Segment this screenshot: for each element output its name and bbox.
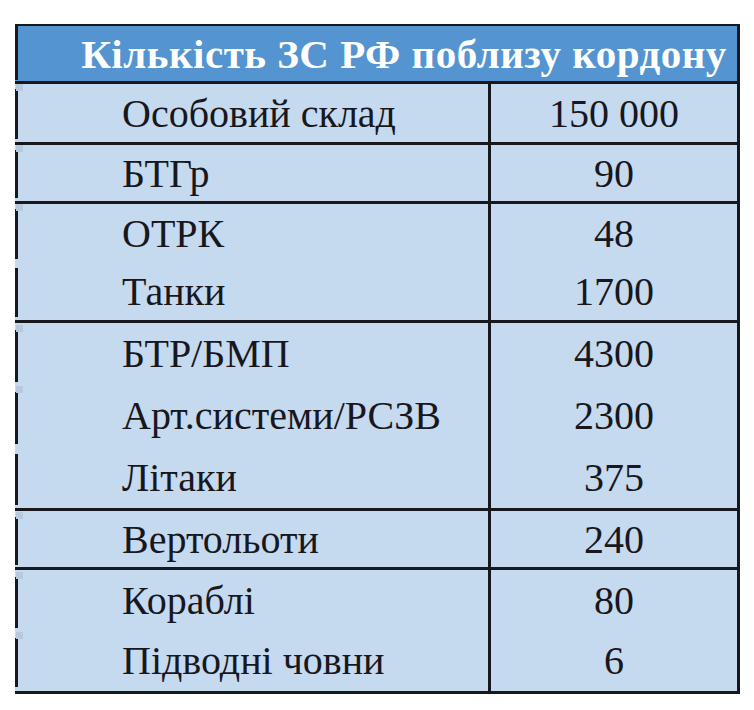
- row-value: 2300: [491, 385, 737, 447]
- value-column: 48 1700: [488, 204, 737, 320]
- row-label: Літаки: [15, 446, 488, 508]
- value-column: 4300 2300 375: [488, 323, 737, 508]
- table-title: Кількість ЗС РФ поблизу кордону: [81, 30, 727, 78]
- left-border-segment: [15, 517, 18, 565]
- row-value: 150 000: [491, 84, 737, 142]
- value-column: 240: [488, 511, 737, 567]
- left-border-segment: [15, 577, 18, 628]
- row-label: Підводні човни: [15, 631, 488, 692]
- left-border-segment: [15, 454, 18, 505]
- row-value: 48: [491, 204, 737, 262]
- row-value: 240: [491, 511, 737, 567]
- label-column: БТР/БМП Арт.системи/РСЗВ Літаки: [15, 323, 488, 508]
- table-title-row: Кількість ЗС РФ поблизу кордону: [15, 26, 737, 84]
- scan-artifact: [16, 512, 23, 519]
- label-column: Особовий склад: [15, 84, 488, 142]
- label-column: БТГр: [15, 145, 488, 201]
- left-border-segment: [15, 89, 18, 139]
- scan-artifact: [16, 84, 23, 91]
- value-column: 150 000: [488, 84, 737, 142]
- left-border-segment: [15, 330, 18, 382]
- table-group: Вертольоти 240: [15, 511, 737, 570]
- scan-artifact: [16, 572, 23, 579]
- scan-artifact: [16, 325, 23, 332]
- table-group: БТГр 90: [15, 145, 737, 204]
- label-column: ОТРК Танки: [15, 204, 488, 320]
- row-label: Танки: [15, 262, 488, 320]
- row-label: БТР/БМП: [15, 323, 488, 385]
- value-column: 80 6: [488, 570, 737, 691]
- forces-table: Кількість ЗС РФ поблизу кордону Особовий…: [15, 24, 740, 694]
- label-column: Кораблі Підводні човни: [15, 570, 488, 691]
- left-border-segment: [15, 268, 18, 317]
- table-group: Кораблі Підводні човни 80 6: [15, 570, 737, 691]
- left-border-segment: [15, 638, 18, 687]
- left-border-segment: [15, 209, 18, 259]
- table-group: БТР/БМП Арт.системи/РСЗВ Літаки 4300 230…: [15, 323, 737, 511]
- table-group: Особовий склад 150 000: [15, 84, 737, 145]
- left-border-segment: [15, 392, 18, 444]
- row-label: ОТРК: [15, 204, 488, 262]
- scan-artifact: [16, 632, 23, 639]
- row-value: 90: [491, 145, 737, 201]
- row-label: БТГр: [15, 145, 488, 201]
- scan-artifact: [16, 204, 23, 211]
- label-column: Вертольоти: [15, 511, 488, 567]
- row-value: 375: [491, 446, 737, 508]
- value-column: 90: [488, 145, 737, 201]
- left-border-segment: [15, 26, 18, 80]
- row-label: Вертольоти: [15, 511, 488, 567]
- row-value: 4300: [491, 323, 737, 385]
- row-value: 6: [491, 631, 737, 692]
- page: Кількість ЗС РФ поблизу кордону Особовий…: [0, 0, 754, 710]
- row-value: 80: [491, 570, 737, 631]
- scan-artifact: [16, 145, 23, 152]
- row-value: 1700: [491, 262, 737, 320]
- table-group: ОТРК Танки 48 1700: [15, 204, 737, 323]
- row-label: Особовий склад: [15, 84, 488, 142]
- row-label: Арт.системи/РСЗВ: [15, 385, 488, 447]
- left-border-segment: [15, 150, 18, 198]
- scan-artifact: [16, 386, 23, 393]
- row-label: Кораблі: [15, 570, 488, 631]
